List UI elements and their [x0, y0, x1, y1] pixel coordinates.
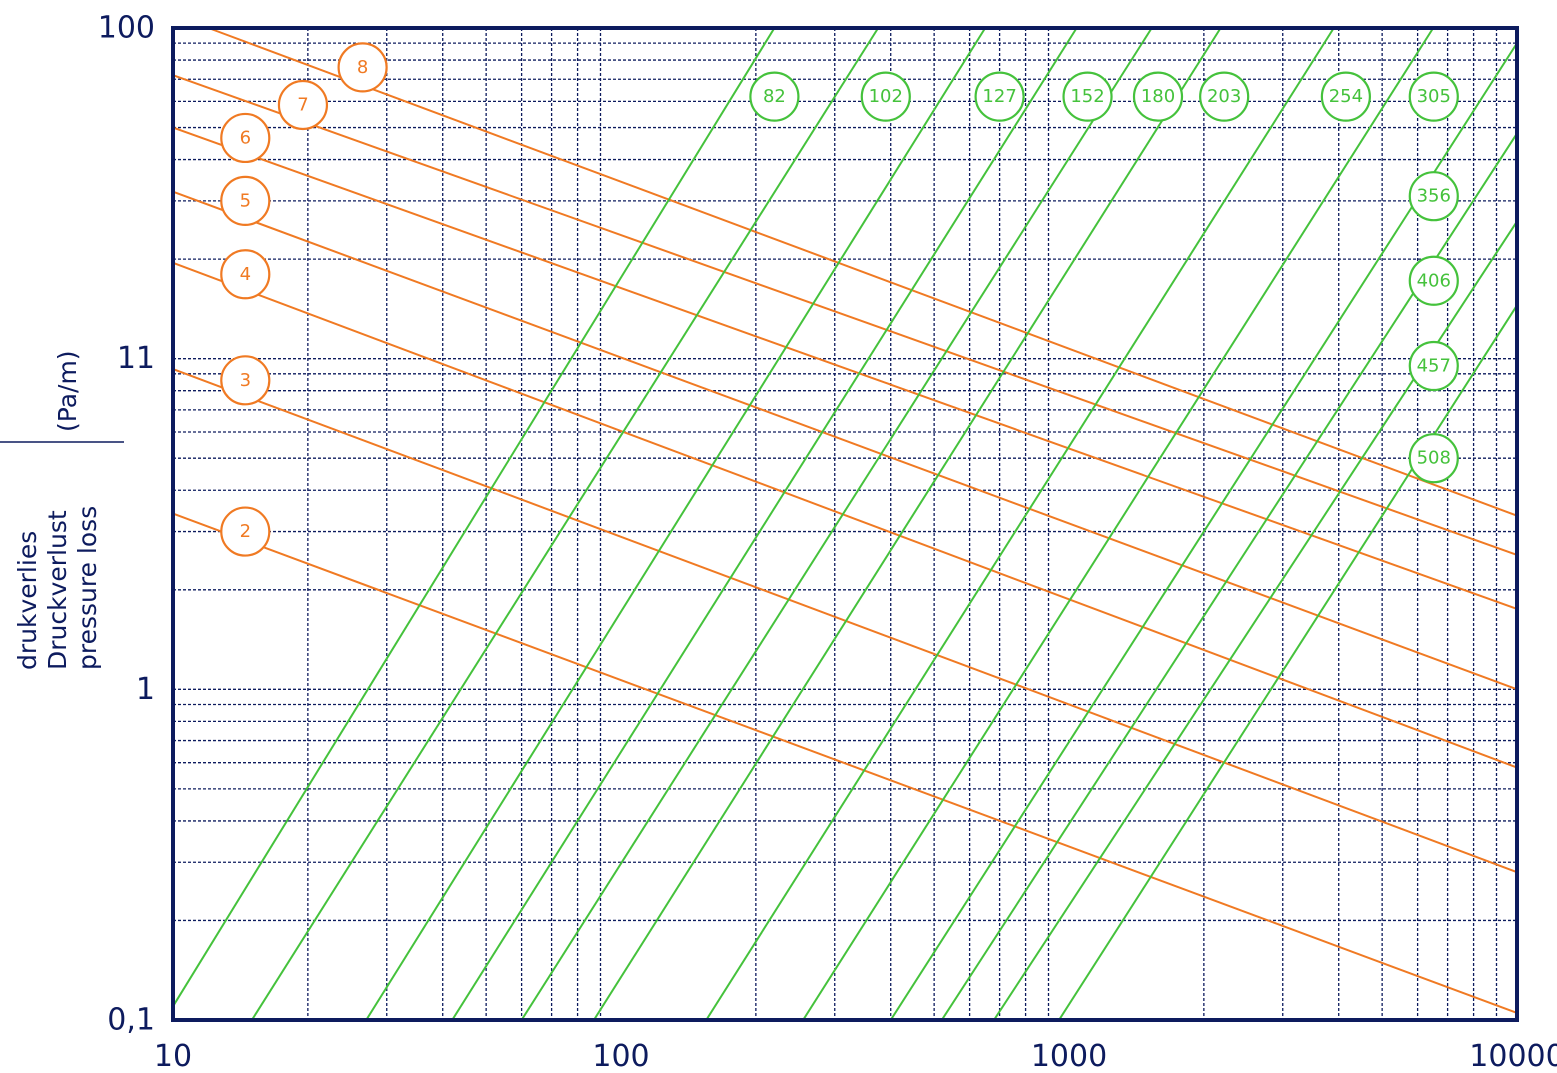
- badge-label: 356: [1417, 186, 1451, 207]
- x-tick-label: 10: [154, 1039, 192, 1073]
- diameter-line-127: [365, 27, 987, 1021]
- velocity-badge-4: 4: [220, 249, 271, 300]
- y-tick-label: 100: [98, 11, 155, 46]
- badge-circle: [1199, 71, 1250, 122]
- velocity-line-6: [172, 126, 1518, 610]
- plot-frame: [171, 26, 1519, 1022]
- badge-label: 8: [357, 57, 368, 78]
- badge-circle: [337, 42, 388, 93]
- diameter-badge-203: 203: [1199, 71, 1250, 122]
- y-tick-label: 0,1: [107, 1003, 155, 1038]
- diameter-line-152: [451, 27, 1078, 1021]
- velocity-badge-3: 3: [220, 355, 271, 406]
- velocity-lines: [172, 27, 1518, 1014]
- badge-label: 102: [869, 86, 903, 107]
- velocity-badge-6: 6: [220, 112, 271, 164]
- velocity-line-7: [172, 74, 1518, 556]
- velocity-badge-8: 8: [337, 42, 388, 93]
- x-tick-label: 100: [592, 1039, 649, 1073]
- badge-circle: [220, 249, 271, 300]
- velocity-line-5: [172, 190, 1518, 691]
- y-axis-label-line-3: pressure loss: [73, 506, 102, 670]
- diameter-badge-457: 457: [1408, 340, 1459, 392]
- diameter-badge-356: 356: [1408, 171, 1459, 222]
- diameter-badge-152: 152: [1062, 71, 1113, 122]
- badge-label: 254: [1329, 86, 1363, 107]
- velocity-line-4: [172, 261, 1518, 769]
- diameter-line-508: [1058, 304, 1518, 1021]
- badge-circle: [1408, 71, 1459, 122]
- badge-circle: [1132, 71, 1184, 122]
- badge-label: 3: [240, 370, 251, 391]
- diameter-badge-180: 180: [1132, 71, 1184, 122]
- diameter-badge-82: 82: [749, 71, 800, 122]
- badge-label: 152: [1070, 86, 1104, 107]
- badge-label: 127: [982, 86, 1016, 107]
- grid: [173, 28, 1517, 1020]
- badge-circle: [1408, 433, 1459, 484]
- y-axis-label-line-2: Druckverlust: [43, 510, 72, 670]
- diameter-badge-305: 305: [1408, 71, 1459, 122]
- diameter-line-203: [593, 27, 1222, 1021]
- badge-circle: [1062, 71, 1113, 122]
- series-badges: 2 3 4 5 6 7 8 82 102 127 152 180 203 254 305 356 406 457 5…: [220, 42, 1459, 557]
- badge-label: 5: [240, 190, 251, 211]
- diameter-badge-508: 508: [1408, 433, 1459, 484]
- diameter-badge-406: 406: [1408, 255, 1459, 306]
- y-tick-label: 1: [136, 672, 155, 707]
- badge-label: 457: [1417, 356, 1451, 377]
- velocity-line-3: [172, 368, 1518, 874]
- diameter-line-180: [520, 27, 1153, 1021]
- badge-label: 180: [1141, 86, 1175, 107]
- diameter-lines: [172, 27, 1518, 1021]
- badge-label: 305: [1417, 86, 1451, 107]
- badge-label: 508: [1417, 448, 1451, 469]
- diameter-badge-127: 127: [974, 71, 1025, 122]
- diameter-badge-254: 254: [1320, 71, 1371, 122]
- badge-circle: [220, 175, 271, 226]
- badge-label: 4: [240, 264, 251, 285]
- badge-circle: [220, 355, 271, 406]
- badge-circle: [860, 71, 911, 122]
- badge-label: 203: [1207, 86, 1241, 107]
- velocity-line-8: [208, 27, 1518, 517]
- diameter-line-457: [993, 220, 1518, 1021]
- badge-circle: [1408, 340, 1459, 392]
- badge-circle: [277, 79, 329, 131]
- diameter-line-102: [251, 27, 880, 1021]
- x-tick-label: 1000: [1031, 1039, 1107, 1073]
- velocity-badge-5: 5: [220, 175, 271, 226]
- diameter-line-305: [802, 27, 1435, 1021]
- y-tick-label: 11: [117, 341, 155, 376]
- velocity-badge-2: 2: [220, 506, 271, 557]
- diameter-line-254: [705, 27, 1335, 1021]
- badge-label: 7: [297, 94, 308, 115]
- badge-circle: [749, 71, 800, 122]
- badge-label: 406: [1417, 270, 1451, 291]
- velocity-line-2: [172, 512, 1518, 1014]
- y-axis-label-line-1: drukverlies: [13, 531, 42, 670]
- badge-circle: [1320, 71, 1371, 122]
- diameter-badge-102: 102: [860, 71, 911, 122]
- x-tick-label: 10000: [1469, 1039, 1557, 1073]
- velocity-badge-7: 7: [277, 79, 329, 131]
- y-axis-unit-label: (Pa/m): [53, 350, 82, 432]
- badge-circle: [974, 71, 1025, 122]
- badge-label: 82: [763, 86, 786, 107]
- diameter-line-82: [172, 27, 776, 1007]
- badge-label: 2: [240, 521, 251, 542]
- badge-circle: [220, 112, 271, 164]
- badge-circle: [220, 506, 271, 557]
- badge-circle: [1408, 255, 1459, 306]
- badge-label: 6: [240, 127, 251, 148]
- y-axis-label: drukverlies Druckverlust pressure loss: [13, 506, 102, 670]
- badge-circle: [1408, 171, 1459, 222]
